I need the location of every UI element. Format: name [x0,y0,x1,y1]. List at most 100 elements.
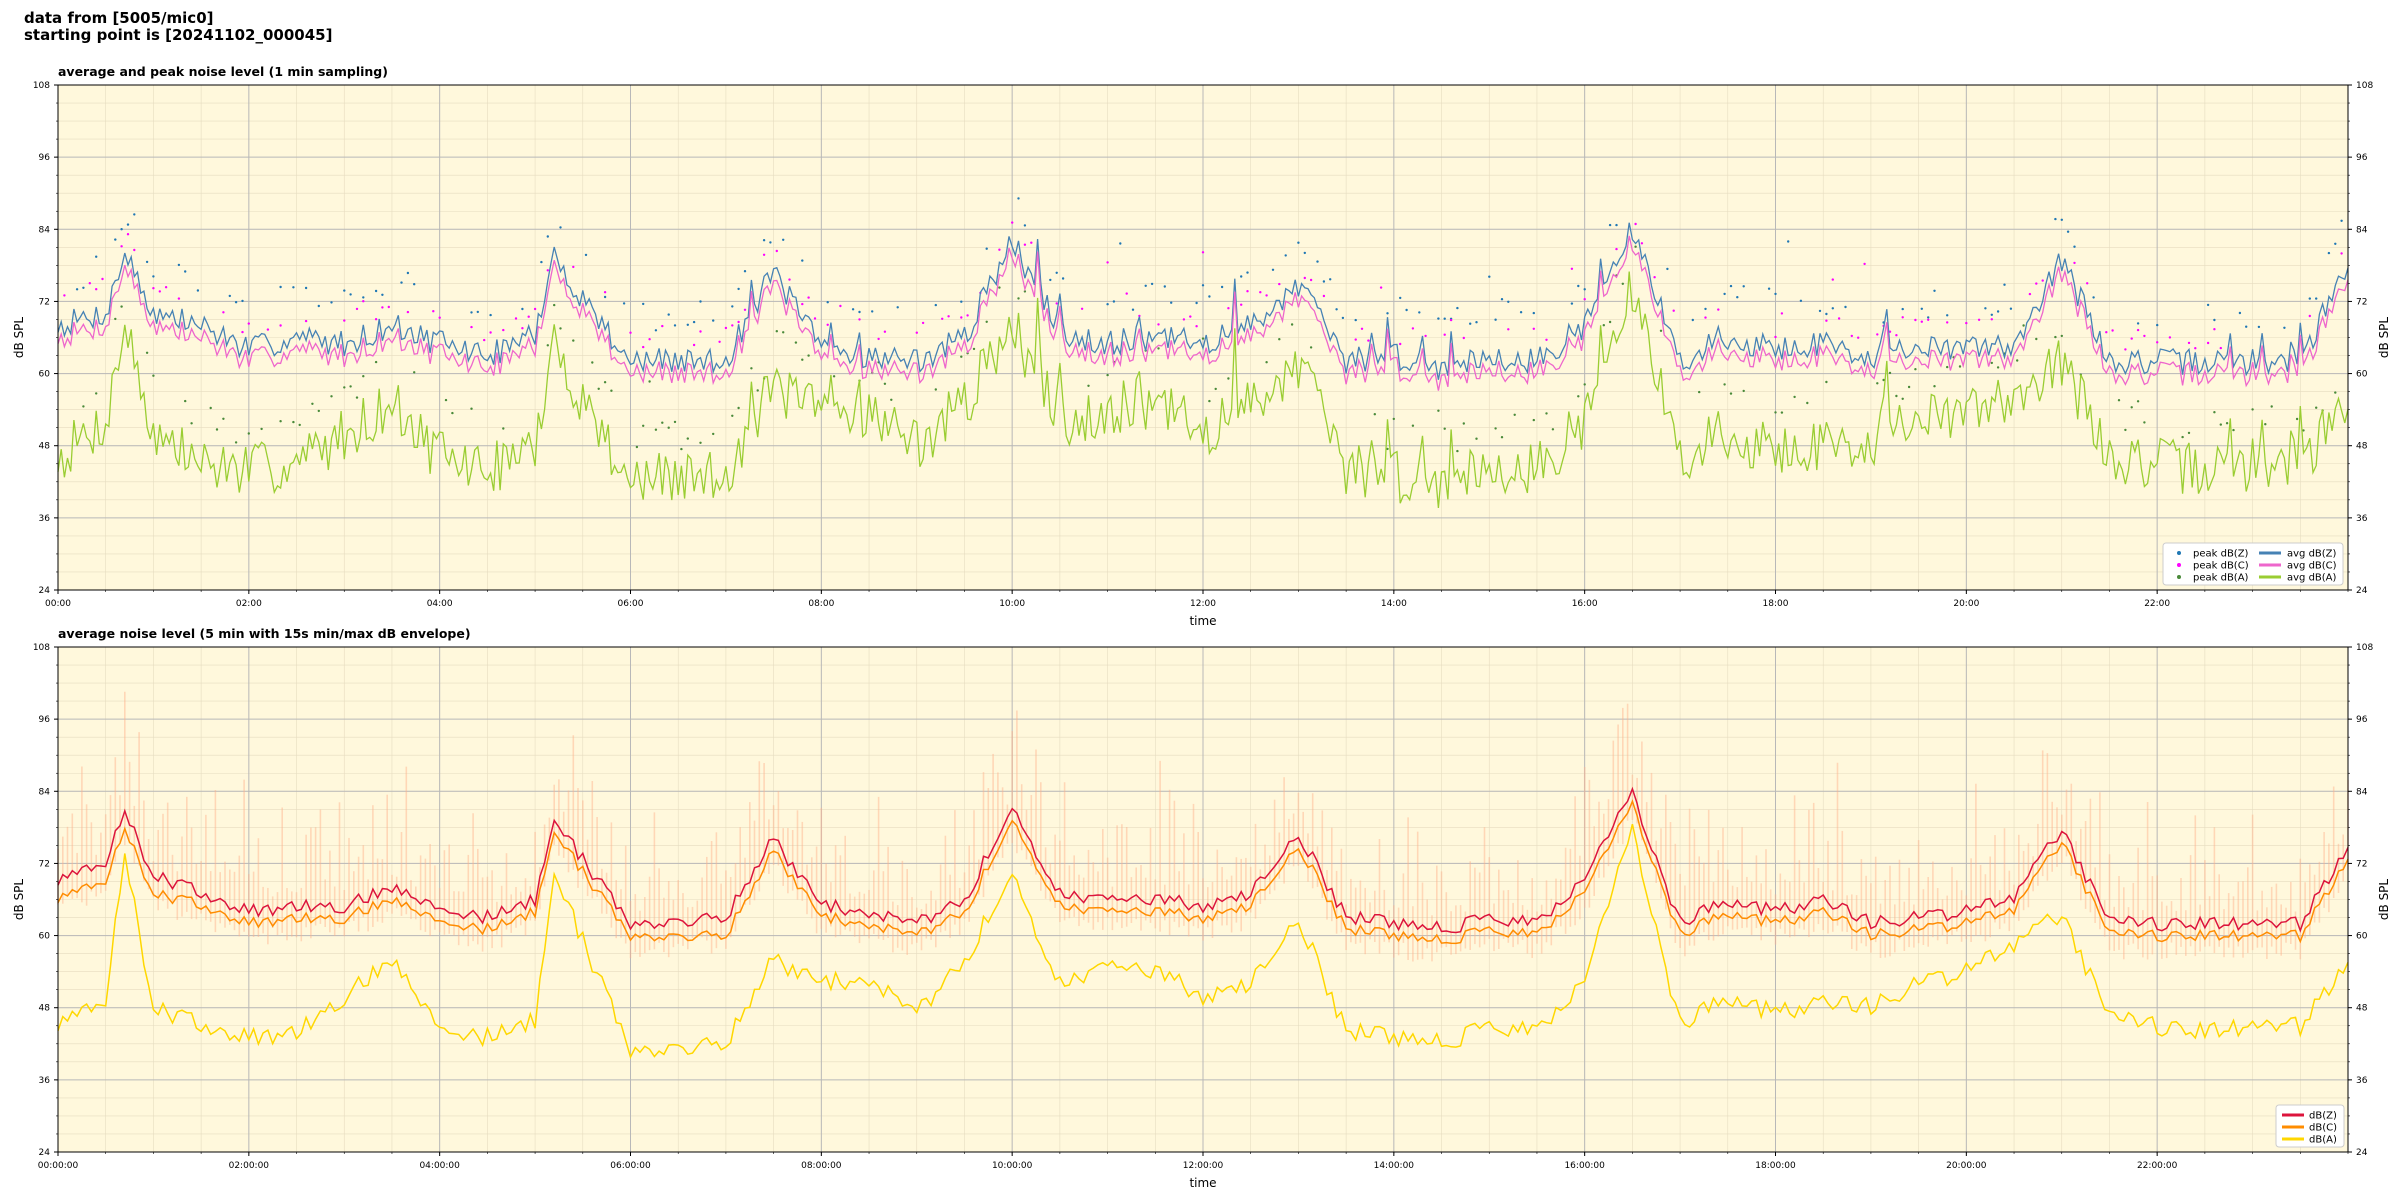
peak-dot [95,288,98,291]
peak-dot [387,305,390,309]
y-axis-label-right: dB SPL [2377,317,2391,359]
peak-dot [603,381,607,384]
panel-title: average and peak noise level (1 min samp… [58,64,388,79]
peak-dot [2136,322,2140,325]
peak-dot [126,233,130,236]
peak-dot [145,351,149,354]
peak-dot [292,420,295,424]
peak-dot [667,313,670,316]
y-tick-label-right: 36 [2356,1076,2368,1086]
y-tick-label-right: 48 [2356,442,2368,452]
peak-dot [832,375,836,378]
y-tick-label-right: 84 [2356,787,2368,797]
peak-dot [2315,406,2318,409]
peak-dot [2245,325,2248,328]
peak-dot [654,428,658,431]
peak-dot [470,325,473,329]
peak-dot [737,406,740,410]
peak-dot [133,248,136,252]
peak-dot [476,310,479,314]
peak-dot [209,406,212,410]
peak-dot [1456,449,1459,453]
peak-dot [2238,311,2242,315]
x-tick-label: 04:00 [427,599,453,609]
peak-dot [788,278,791,281]
peak-dot [514,317,518,320]
series-avg-a-line [57,271,2349,509]
peak-dot [1309,278,1313,282]
peak-dot [1367,339,1370,342]
peak-dot [292,286,295,289]
peak-dot [444,398,448,402]
legend-label-peak-z: peak dB(Z) [2193,549,2249,560]
legend-label-avg-c: avg dB(C) [2287,561,2337,572]
peak-dot [775,330,778,333]
peak-dot [470,407,473,410]
peak-dot [1698,390,1701,394]
peak-dot [1577,284,1580,288]
peak-dot [890,398,893,401]
peak-dot [1195,325,1198,328]
peak-dot [1927,318,1930,321]
peak-dot [1182,318,1186,321]
y-tick-label: 96 [39,715,51,725]
y-tick-label: 72 [39,859,50,869]
peak-dot [642,302,645,306]
y-axis-ticks: 24 24 36 36 48 48 60 60 72 72 84 84 96 96 108 108 [33,81,2374,596]
peak-dot [234,301,238,304]
peak-dot [1901,316,1904,319]
peak-dot [998,286,1001,289]
peak-dot [1201,251,1205,254]
peak-dot [1475,437,1478,440]
peak-dot [794,341,798,344]
peak-dot [1392,417,1396,421]
peak-dot [2073,261,2076,265]
peak-dot [1793,395,1796,399]
peak-dot [190,422,193,425]
peak-dot [2168,336,2172,339]
peak-dot [1475,321,1478,324]
peak-dot [1195,301,1198,305]
series-peak-a-dots [82,245,2337,453]
peak-dot [1672,309,1675,312]
peak-dot [1704,316,1707,319]
peak-dot [692,343,696,347]
peak-dot [1494,427,1497,430]
y-tick-label-right: 108 [2356,643,2373,653]
peak-dot [2041,279,2044,282]
chart-header: data from [5005/mic0] starting point is … [24,10,332,44]
x-axis-ticks: 00:00:00 02:00:00 04:00:00 06:00:00 08:00:00… [38,1152,2349,1171]
y-tick-label-right: 36 [2356,514,2368,524]
peak-dot [2327,251,2331,255]
peak-dot [133,213,136,216]
peak-dot [1335,308,1338,311]
peak-dot [673,420,677,424]
peak-dot [1023,290,1027,293]
peak-dot [762,253,766,256]
x-tick-label: 02:00 [236,599,262,609]
y-tick-label: 24 [39,1148,51,1158]
peak-dot [215,428,219,431]
peak-dot [2143,334,2146,338]
peak-dot [699,330,702,333]
legend-label-peak-c: peak dB(C) [2193,561,2249,572]
peak-dot [1958,365,1962,368]
peak-dot [82,286,85,289]
peak-dot [343,289,346,292]
peak-dot [2264,423,2267,426]
peak-dot [1634,245,1637,248]
peak-dot [521,307,524,311]
peak-dot [1895,334,1898,337]
peak-dot [826,301,829,304]
peak-dot [1386,447,1389,451]
peak-dot [1240,275,1243,278]
peak-dot [572,339,575,342]
peak-dot [1787,240,1790,243]
peak-dot [1742,389,1745,393]
peak-dot [1418,311,1421,314]
peak-dot [1265,294,1268,297]
peak-dot [1214,387,1217,391]
peak-dot [228,294,231,298]
peak-dot [2073,245,2076,248]
peak-dot [782,238,785,241]
